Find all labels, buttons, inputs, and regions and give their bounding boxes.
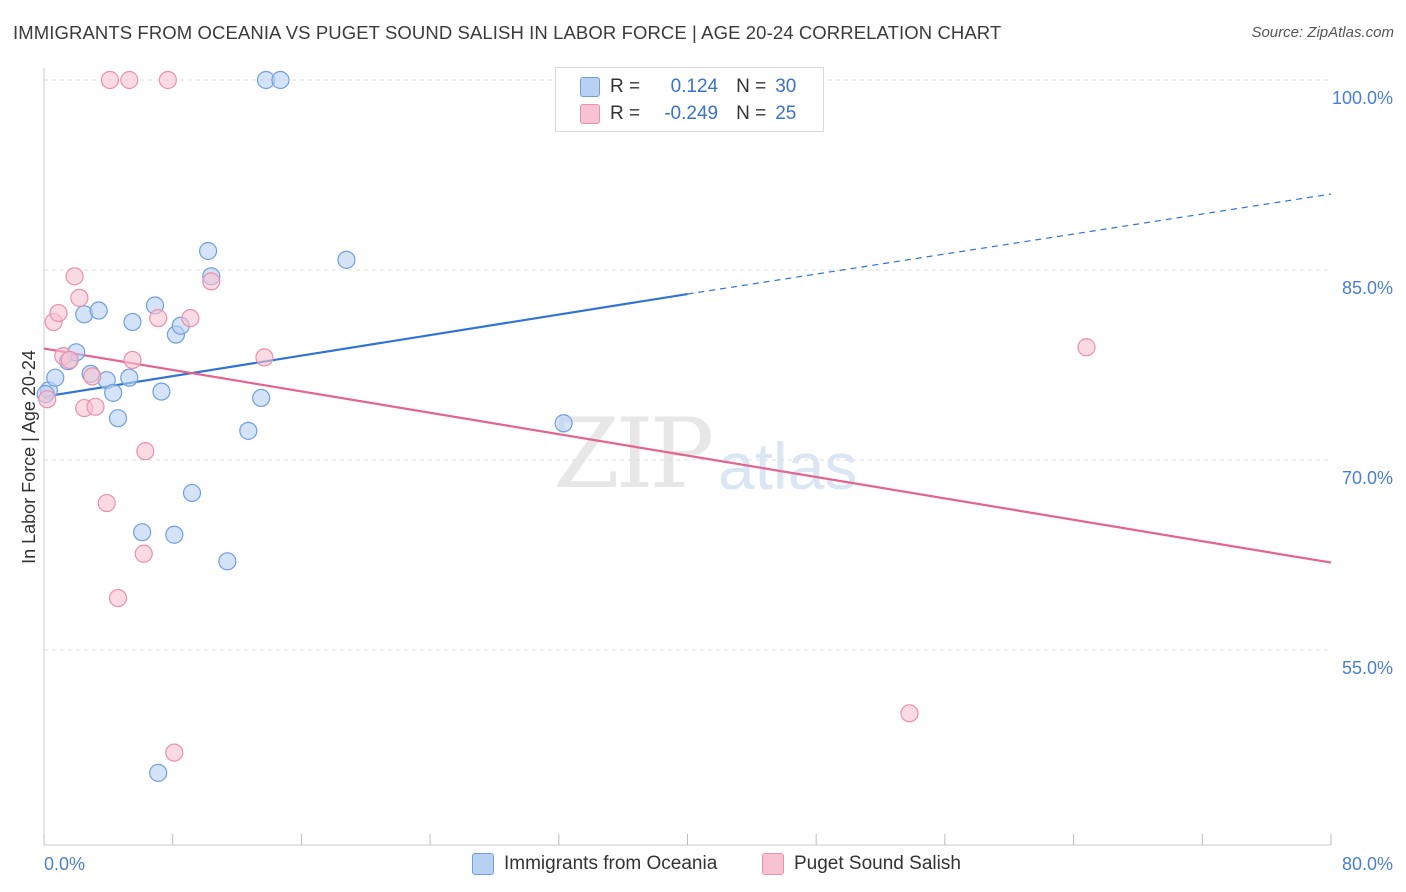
y-tick-label: 100.0%	[1332, 88, 1393, 108]
legend-n-label: N =	[736, 76, 767, 97]
oceania-point	[271, 70, 290, 90]
bottom-legend-label: Puget Sound Salish	[794, 853, 961, 874]
legend-swatch-pink	[580, 104, 600, 124]
oceania-point	[104, 383, 123, 402]
salish-point	[108, 588, 128, 608]
x-tick-label: 80.0%	[1342, 854, 1393, 874]
salish-point	[120, 70, 139, 90]
trend-layer	[43, 193, 1332, 564]
oceania-point	[123, 312, 142, 332]
salish-point	[60, 350, 79, 370]
oceania-point	[239, 421, 258, 440]
salish-point	[100, 70, 120, 90]
legend-r-label: R =	[610, 103, 641, 124]
salish-point	[1077, 338, 1096, 357]
salish-point	[70, 288, 89, 307]
salish-point	[123, 350, 142, 370]
chart-source: Source: ZipAtlas.com	[1251, 24, 1394, 41]
oceania-point	[133, 523, 152, 542]
bottom-legend-label: Immigrants from Oceania	[504, 853, 718, 874]
salish-point	[49, 303, 68, 323]
bottom-legend-swatch-blue	[472, 853, 494, 875]
oceania-point	[337, 250, 356, 269]
salish-point	[65, 267, 84, 286]
label-layer: 100.0% 85.0% 70.0% 55.0% 0.0% 80.0% In Labor F…	[19, 88, 1393, 874]
salish-point	[136, 442, 155, 461]
legend-row-salish: R = -0.249 N = 25	[580, 101, 796, 127]
point-layer	[36, 70, 1096, 782]
watermark-zip: ZIP	[553, 398, 714, 510]
y-tick-label: 70.0%	[1342, 468, 1393, 488]
oceania-point	[218, 552, 237, 571]
oceania-trend-line	[43, 292, 688, 398]
salish-point	[38, 390, 57, 409]
y-tick-label: 85.0%	[1342, 278, 1393, 298]
salish-point	[181, 309, 200, 328]
bottom-legend-salish[interactable]: Puget Sound Salish	[762, 852, 961, 876]
legend-n-label: N =	[736, 103, 767, 124]
oceania-point	[198, 241, 218, 261]
salish-point	[158, 70, 177, 90]
legend-row-oceania: R = 0.124 N = 30	[580, 74, 796, 100]
salish-point	[86, 397, 105, 416]
salish-point	[149, 309, 168, 328]
oceania-point	[149, 763, 168, 782]
legend-n-value: 25	[775, 103, 797, 124]
axis-layer	[43, 68, 1332, 846]
oceania-point	[554, 414, 573, 433]
salish-point	[202, 272, 221, 291]
oceania-point	[46, 368, 65, 387]
oceania-point	[165, 525, 184, 544]
y-axis-label: In Labor Force | Age 20-24	[19, 350, 39, 564]
legend-n-value: 30	[775, 76, 797, 97]
bottom-legend-swatch-pink	[762, 853, 784, 875]
oceania-trend-extension	[687, 193, 1332, 295]
salish-point	[97, 493, 116, 513]
salish-point	[165, 743, 184, 762]
legend-r-label: R =	[610, 76, 641, 97]
oceania-point	[252, 388, 271, 408]
salish-point	[900, 704, 919, 723]
oceania-point	[152, 382, 171, 401]
y-tick-label: 55.0%	[1342, 658, 1393, 678]
legend-r-value: 0.124	[670, 76, 719, 97]
oceania-point	[89, 301, 108, 320]
oceania-point	[120, 368, 139, 387]
x-tick-label: 0.0%	[44, 854, 85, 874]
salish-point	[134, 544, 153, 563]
bottom-legend-oceania[interactable]: Immigrants from Oceania	[472, 852, 717, 876]
salish-point	[255, 348, 274, 367]
chart-title: IMMIGRANTS FROM OCEANIA VS PUGET SOUND S…	[13, 22, 1002, 43]
oceania-point	[182, 483, 202, 503]
salish-trend-line	[43, 347, 1332, 564]
watermark-atlas: atlas	[718, 429, 858, 503]
salish-point	[83, 367, 102, 386]
legend-r-value: -0.249	[664, 103, 719, 124]
correlation-legend: R = 0.124 N = 30 R = -0.249 N = 25	[555, 67, 824, 132]
legend-swatch-blue	[580, 77, 600, 97]
oceania-point	[108, 409, 128, 428]
